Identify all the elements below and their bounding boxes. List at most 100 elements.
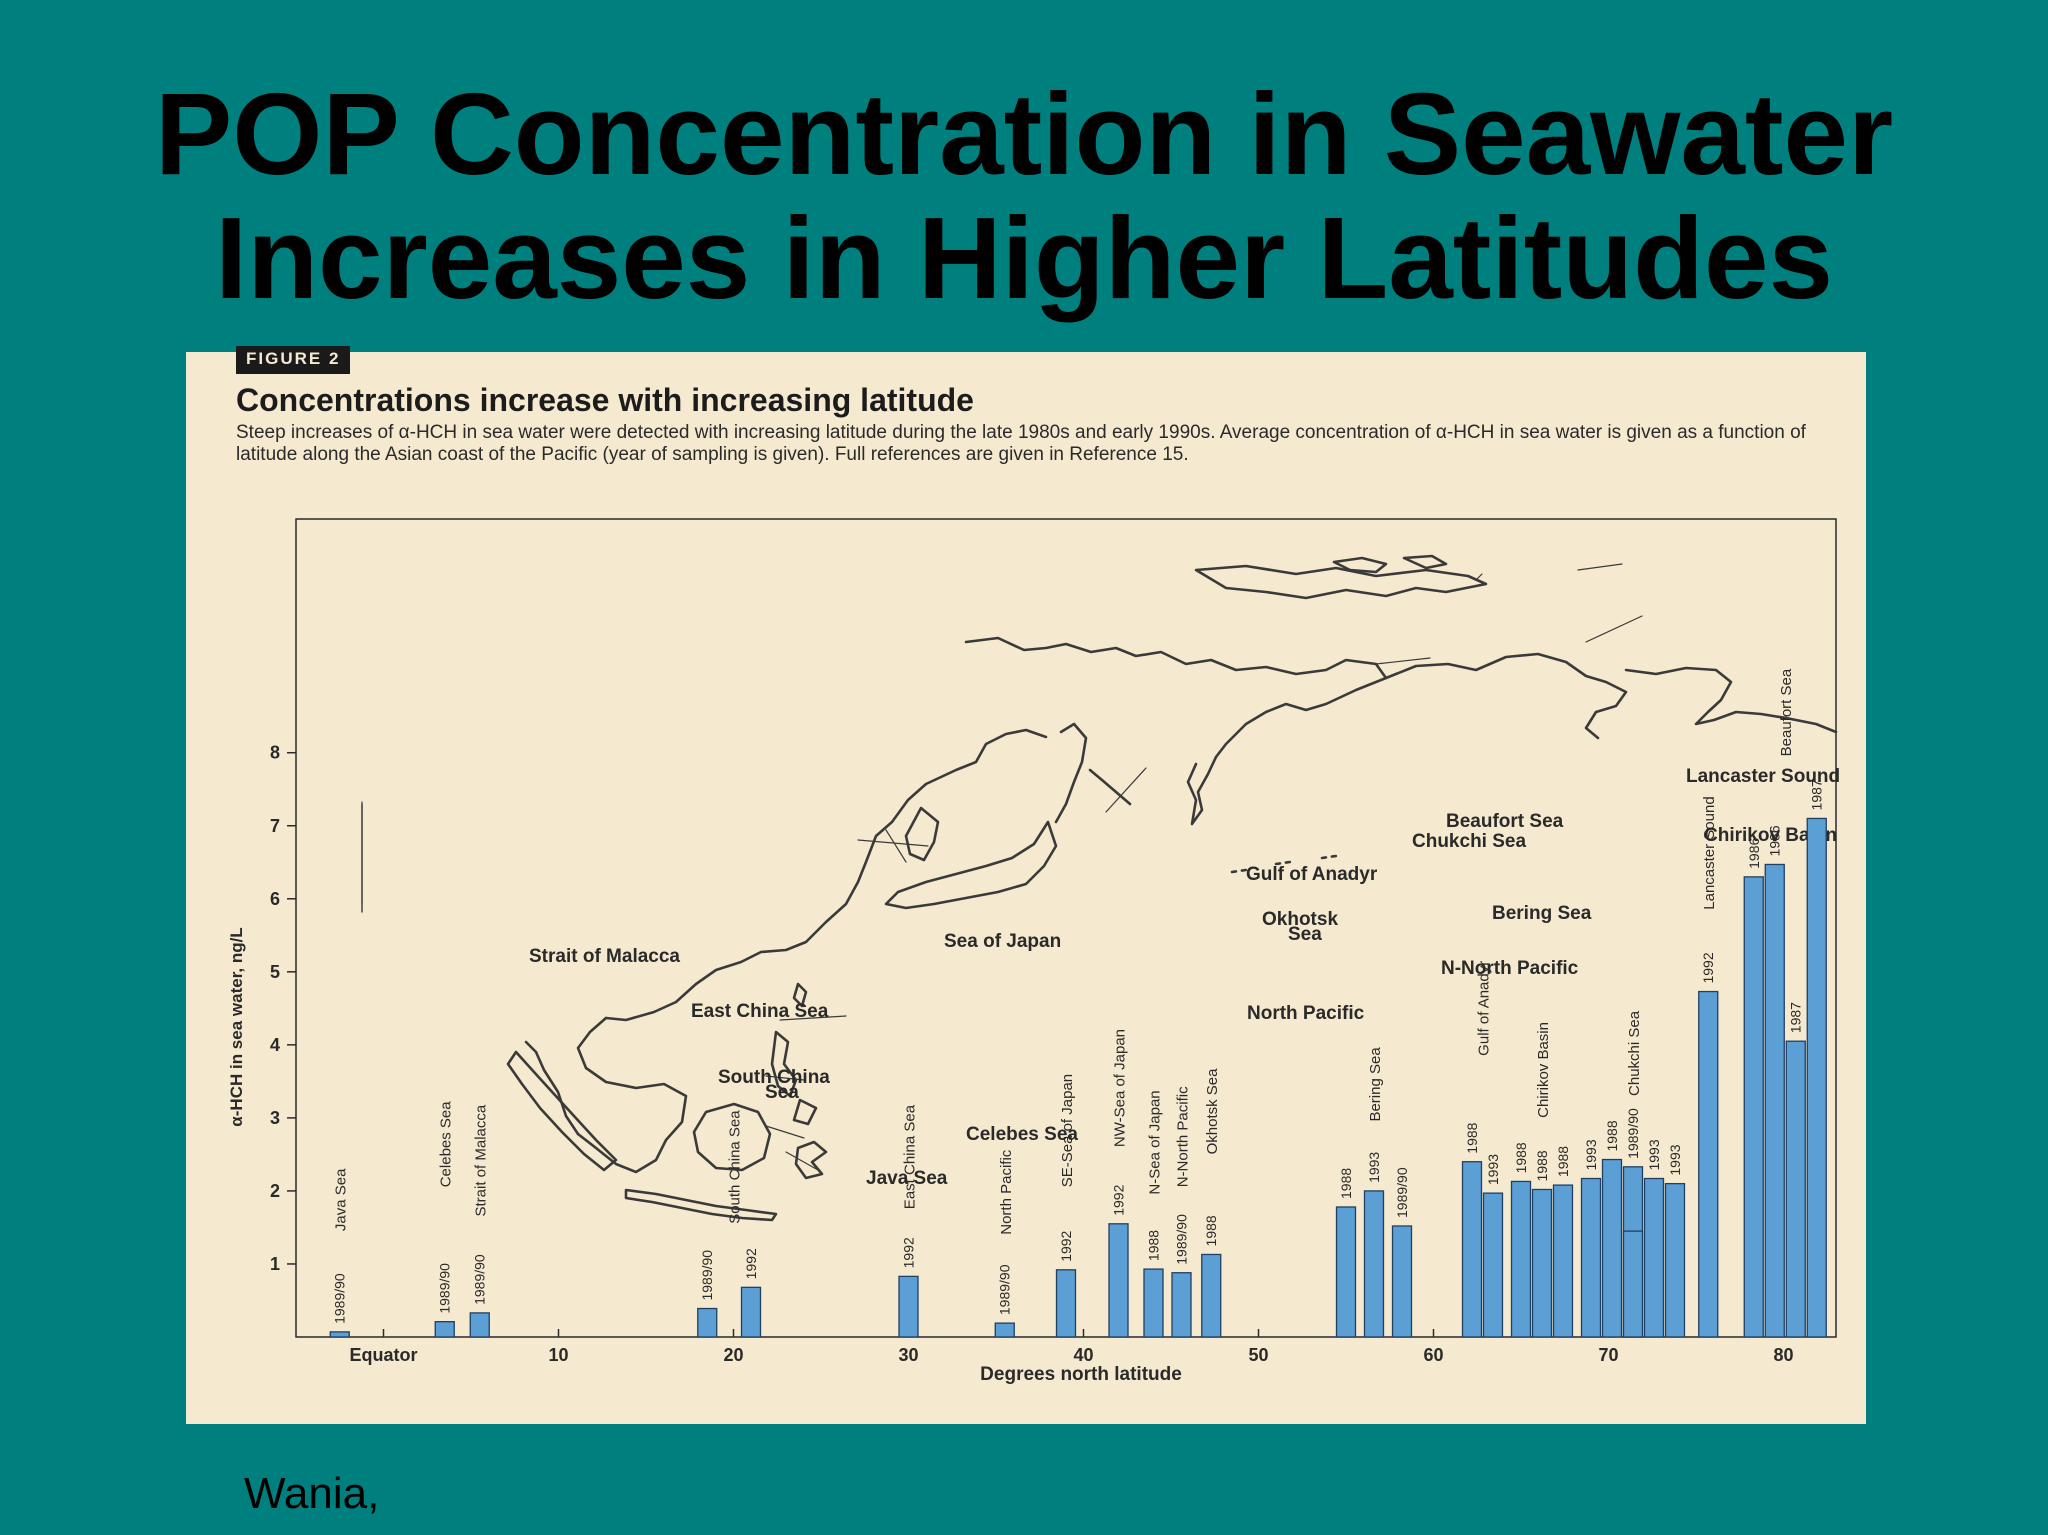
y-tick-label: 4 [270,1035,280,1055]
bar-year-label: 1992 [901,1237,917,1268]
slide-title-line-1: POP Concentration in Seawater [154,69,1894,199]
bar-year-label: 1989/90 [1174,1214,1190,1265]
region-label: Bering Sea [1367,1047,1384,1122]
data-bar [994,1322,1015,1338]
map-borneo [692,1102,772,1172]
bar-year-label: 1989/90 [472,1254,488,1305]
map-korea-china [604,728,1048,1022]
y-tick-label: 8 [270,743,280,763]
region-label: SE-Sea of Japan [1059,1074,1076,1187]
map-java [624,1188,778,1222]
map-bering-islands [1230,854,1338,874]
data-bar [329,1331,350,1338]
data-bar [434,1321,455,1338]
data-bar [1335,1206,1357,1338]
map-label: Lancaster Sound [1686,766,1840,787]
slide-title: POP Concentration in Seawater Increases … [0,72,2048,320]
map-illustration [361,554,1838,1222]
map-taiwan [792,982,808,1008]
map-label: Sea [765,1082,799,1103]
region-label: Java Sea [333,1168,350,1231]
bar-year-label: 1992 [743,1248,759,1279]
region-label: N-North Pacific [1175,1086,1192,1187]
map-label: North Pacific [1247,1003,1365,1024]
map-siberia-coast [964,636,1388,759]
bar-year-label: 1988 [1604,1120,1620,1151]
x-tick-label: 70 [1598,1345,1618,1365]
data-bar [697,1307,718,1338]
data-bar [1531,1188,1553,1338]
bar-year-label: 1986 [1746,838,1762,869]
data-bar [1698,990,1719,1338]
map-sea-of-okhotsk-islands [1088,768,1132,806]
figure-panel: FIGURE 2 Concentrations increase with in… [186,346,1866,1424]
x-tick-label: Equator [349,1345,417,1365]
x-tick-label: 10 [548,1345,568,1365]
bar-year-label: 1988 [1464,1122,1480,1153]
data-bar [1171,1272,1192,1338]
x-tick-label: 60 [1423,1345,1443,1365]
bar-year-label: 1987 [1809,779,1825,810]
citation: Wania, [244,1469,380,1518]
bar-year-label: 1988 [1146,1230,1162,1261]
data-bar [898,1275,919,1338]
region-label: Chirikov Basin [1535,1022,1552,1118]
bar-year-label: 1989/90 [437,1263,453,1314]
x-tick-label: 20 [723,1345,743,1365]
data-bar [1643,1177,1665,1338]
figure-caption: Steep increases of α-HCH in sea water we… [236,422,1806,465]
map-label: N-North Pacific [1441,958,1579,979]
region-label: Lancaster Sound [1701,796,1718,909]
data-bar [1201,1253,1222,1338]
region-label: NW-Sea of Japan [1112,1029,1129,1147]
bar-year-label: 1988 [1513,1142,1529,1173]
data-bar [1143,1268,1164,1338]
bar-year-label: 1993 [1667,1144,1683,1175]
data-bar [1461,1161,1483,1338]
map-label: Gulf of Anadyr [1246,864,1378,885]
bar-year-label: 1987 [1788,1002,1804,1033]
region-label: Okhotsk Sea [1204,1068,1221,1155]
bar-year-label: 1992 [1058,1230,1074,1261]
region-label: Celebes Sea [438,1101,455,1188]
bar-year-label: 1986 [1767,825,1783,856]
bar-year-label: 1992 [1700,952,1716,983]
map-indochina [576,1016,688,1174]
map-korean-peninsula [904,806,940,862]
region-label: Strait of Malacca [473,1104,490,1216]
bar-year-label: 1988 [1203,1215,1219,1246]
map-label: Sea [1288,924,1322,945]
data-bar [1108,1223,1129,1338]
map-label: Okhotsk [1262,909,1338,930]
map-label: Java Sea [866,1168,948,1189]
map-sumatra [506,1050,618,1172]
data-bar [1510,1180,1532,1338]
y-tick-label: 3 [270,1108,280,1128]
data-bar [1391,1225,1413,1338]
data-bar [1601,1158,1623,1338]
map-label: Bering Sea [1492,903,1592,924]
region-label: Beaufort Sea [1778,668,1795,756]
region-label: North Pacific [998,1149,1015,1235]
data-bar [740,1286,762,1338]
x-tick-label: 30 [898,1345,918,1365]
map-label: South China [718,1067,830,1088]
map-label: Chukchi Sea [1412,831,1526,852]
data-bar [1664,1182,1686,1338]
map-label: Beaufort Sea [1446,811,1564,832]
y-tick-label: 2 [270,1181,280,1201]
map-japan [884,820,1058,910]
region-label: N-Sea of Japan [1147,1090,1164,1194]
y-axis-label: α-HCH in sea water, ng/L [227,927,246,1126]
chart-bar-labels: 1989/90 1989/90 1989/90 1989/90 1992 1992 1989… [332,668,1825,1324]
map-label: Strait of Malacca [529,946,680,967]
region-label: East China Sea [902,1104,919,1209]
map-sulawesi [794,1140,828,1180]
map-leader-lines [361,563,1643,1171]
chart-axes: 1 2 3 4 5 6 7 8 Equator 10 20 30 40 50 60 70 80 [270,743,1794,1365]
bar-year-label: 1989/90 [699,1250,715,1301]
lower-value-bar [1622,1230,1644,1338]
bar-year-label: 1988 [1534,1150,1550,1181]
x-tick-label: 40 [1073,1345,1093,1365]
